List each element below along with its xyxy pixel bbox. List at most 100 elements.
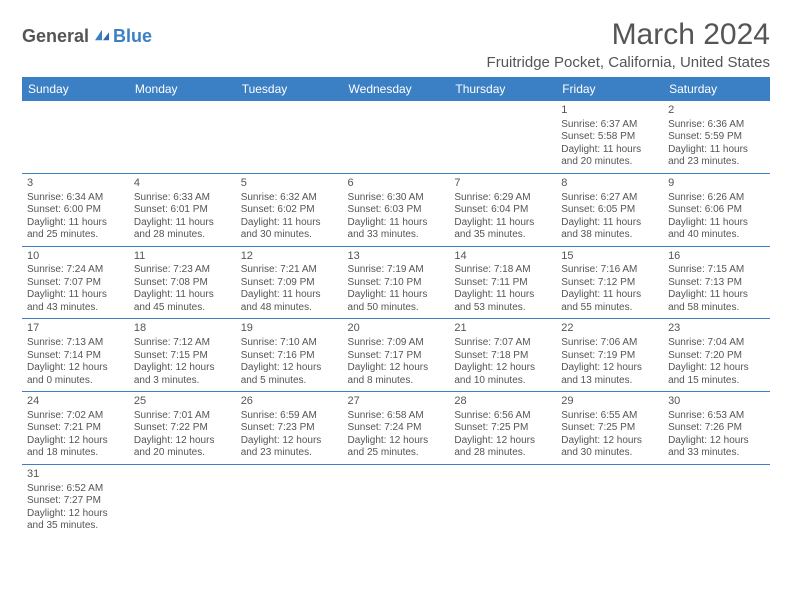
- calendar-day-cell: 28Sunrise: 6:56 AMSunset: 7:25 PMDayligh…: [449, 392, 556, 465]
- sunrise-text: Sunrise: 6:26 AM: [668, 192, 765, 205]
- day-number: 25: [134, 395, 231, 409]
- brand-text-general: General: [22, 26, 89, 47]
- daylight-text: and 15 minutes.: [668, 375, 765, 388]
- daylight-text: Daylight: 11 hours: [561, 289, 658, 302]
- calendar-day-cell: 17Sunrise: 7:13 AMSunset: 7:14 PMDayligh…: [22, 319, 129, 392]
- daylight-text: and 33 minutes.: [668, 447, 765, 460]
- calendar-empty-cell: [663, 464, 770, 536]
- day-number: 31: [27, 468, 124, 482]
- sunrise-text: Sunrise: 7:12 AM: [134, 337, 231, 350]
- sunrise-text: Sunrise: 6:33 AM: [134, 192, 231, 205]
- calendar-day-cell: 15Sunrise: 7:16 AMSunset: 7:12 PMDayligh…: [556, 246, 663, 319]
- sunset-text: Sunset: 6:05 PM: [561, 204, 658, 217]
- day-number: 30: [668, 395, 765, 409]
- daylight-text: and 10 minutes.: [454, 375, 551, 388]
- sunrise-text: Sunrise: 7:06 AM: [561, 337, 658, 350]
- day-number: 11: [134, 250, 231, 264]
- day-number: 19: [241, 322, 338, 336]
- sunset-text: Sunset: 7:07 PM: [27, 277, 124, 290]
- day-number: 14: [454, 250, 551, 264]
- daylight-text: Daylight: 12 hours: [27, 508, 124, 521]
- day-number: 22: [561, 322, 658, 336]
- brand-logo: General Blue: [22, 18, 152, 47]
- month-title: March 2024: [487, 18, 770, 52]
- calendar-empty-cell: [129, 464, 236, 536]
- calendar-day-cell: 7Sunrise: 6:29 AMSunset: 6:04 PMDaylight…: [449, 173, 556, 246]
- calendar-day-cell: 13Sunrise: 7:19 AMSunset: 7:10 PMDayligh…: [343, 246, 450, 319]
- daylight-text: Daylight: 12 hours: [27, 435, 124, 448]
- calendar-week-row: 10Sunrise: 7:24 AMSunset: 7:07 PMDayligh…: [22, 246, 770, 319]
- day-number: 15: [561, 250, 658, 264]
- daylight-text: and 30 minutes.: [241, 229, 338, 242]
- calendar-empty-cell: [129, 101, 236, 173]
- sunrise-text: Sunrise: 6:27 AM: [561, 192, 658, 205]
- title-block: March 2024 Fruitridge Pocket, California…: [487, 18, 770, 71]
- daylight-text: Daylight: 11 hours: [134, 289, 231, 302]
- sunrise-text: Sunrise: 7:16 AM: [561, 264, 658, 277]
- calendar-day-cell: 10Sunrise: 7:24 AMSunset: 7:07 PMDayligh…: [22, 246, 129, 319]
- daylight-text: Daylight: 12 hours: [668, 362, 765, 375]
- calendar-day-cell: 27Sunrise: 6:58 AMSunset: 7:24 PMDayligh…: [343, 392, 450, 465]
- sunset-text: Sunset: 7:18 PM: [454, 350, 551, 363]
- daylight-text: Daylight: 12 hours: [241, 362, 338, 375]
- daylight-text: and 25 minutes.: [348, 447, 445, 460]
- calendar-day-cell: 2Sunrise: 6:36 AMSunset: 5:59 PMDaylight…: [663, 101, 770, 173]
- daylight-text: and 5 minutes.: [241, 375, 338, 388]
- daylight-text: and 40 minutes.: [668, 229, 765, 242]
- day-number: 29: [561, 395, 658, 409]
- brand-text-blue: Blue: [113, 26, 152, 47]
- daylight-text: and 23 minutes.: [241, 447, 338, 460]
- sunrise-text: Sunrise: 6:29 AM: [454, 192, 551, 205]
- daylight-text: Daylight: 12 hours: [27, 362, 124, 375]
- day-number: 23: [668, 322, 765, 336]
- sunrise-text: Sunrise: 7:02 AM: [27, 410, 124, 423]
- sunrise-text: Sunrise: 7:09 AM: [348, 337, 445, 350]
- calendar-day-cell: 25Sunrise: 7:01 AMSunset: 7:22 PMDayligh…: [129, 392, 236, 465]
- sunset-text: Sunset: 7:14 PM: [27, 350, 124, 363]
- sunset-text: Sunset: 7:08 PM: [134, 277, 231, 290]
- daylight-text: Daylight: 11 hours: [27, 289, 124, 302]
- calendar-empty-cell: [236, 464, 343, 536]
- day-header: Monday: [129, 77, 236, 101]
- day-number: 16: [668, 250, 765, 264]
- day-header: Tuesday: [236, 77, 343, 101]
- sunrise-text: Sunrise: 6:52 AM: [27, 483, 124, 496]
- sunset-text: Sunset: 7:27 PM: [27, 495, 124, 508]
- daylight-text: Daylight: 12 hours: [241, 435, 338, 448]
- daylight-text: and 0 minutes.: [27, 375, 124, 388]
- calendar-week-row: 1Sunrise: 6:37 AMSunset: 5:58 PMDaylight…: [22, 101, 770, 173]
- day-number: 17: [27, 322, 124, 336]
- calendar-page: General Blue March 2024 Fruitridge Pocke…: [0, 0, 792, 555]
- calendar-day-cell: 20Sunrise: 7:09 AMSunset: 7:17 PMDayligh…: [343, 319, 450, 392]
- daylight-text: and 55 minutes.: [561, 302, 658, 315]
- sunset-text: Sunset: 7:24 PM: [348, 422, 445, 435]
- daylight-text: Daylight: 12 hours: [561, 435, 658, 448]
- day-number: 5: [241, 177, 338, 191]
- calendar-day-cell: 11Sunrise: 7:23 AMSunset: 7:08 PMDayligh…: [129, 246, 236, 319]
- sail-icon: [93, 28, 111, 42]
- sunrise-text: Sunrise: 7:13 AM: [27, 337, 124, 350]
- sunset-text: Sunset: 6:03 PM: [348, 204, 445, 217]
- daylight-text: and 28 minutes.: [454, 447, 551, 460]
- calendar-day-cell: 12Sunrise: 7:21 AMSunset: 7:09 PMDayligh…: [236, 246, 343, 319]
- daylight-text: Daylight: 11 hours: [561, 144, 658, 157]
- sunset-text: Sunset: 7:16 PM: [241, 350, 338, 363]
- daylight-text: and 50 minutes.: [348, 302, 445, 315]
- calendar-day-cell: 18Sunrise: 7:12 AMSunset: 7:15 PMDayligh…: [129, 319, 236, 392]
- calendar-empty-cell: [556, 464, 663, 536]
- sunset-text: Sunset: 7:10 PM: [348, 277, 445, 290]
- sunrise-text: Sunrise: 6:59 AM: [241, 410, 338, 423]
- calendar-day-cell: 5Sunrise: 6:32 AMSunset: 6:02 PMDaylight…: [236, 173, 343, 246]
- day-number: 8: [561, 177, 658, 191]
- calendar-day-cell: 30Sunrise: 6:53 AMSunset: 7:26 PMDayligh…: [663, 392, 770, 465]
- day-number: 12: [241, 250, 338, 264]
- sunset-text: Sunset: 7:09 PM: [241, 277, 338, 290]
- sunrise-text: Sunrise: 7:15 AM: [668, 264, 765, 277]
- calendar-day-cell: 29Sunrise: 6:55 AMSunset: 7:25 PMDayligh…: [556, 392, 663, 465]
- day-number: 13: [348, 250, 445, 264]
- day-number: 27: [348, 395, 445, 409]
- sunrise-text: Sunrise: 6:56 AM: [454, 410, 551, 423]
- daylight-text: and 48 minutes.: [241, 302, 338, 315]
- day-number: 24: [27, 395, 124, 409]
- calendar-table: SundayMondayTuesdayWednesdayThursdayFrid…: [22, 77, 770, 537]
